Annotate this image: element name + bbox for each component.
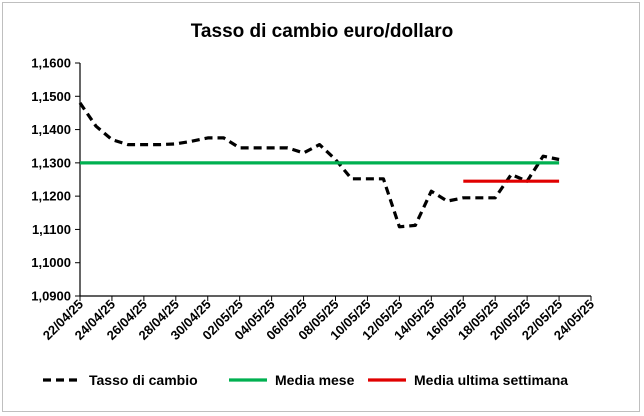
legend-label-1: Media mese xyxy=(275,372,355,388)
y-tick-label: 1,1300 xyxy=(31,155,71,170)
chart-title: Tasso di cambio euro/dollaro xyxy=(191,21,454,42)
legend-label-2: Media ultima settimana xyxy=(414,372,568,388)
series-lines xyxy=(78,101,560,229)
y-tick-label: 1,1000 xyxy=(31,255,71,270)
chart-frame: Tasso di cambio euro/dollaro 1,1600 1,150… xyxy=(2,2,640,412)
y-tick-label: 1,1400 xyxy=(31,122,71,137)
series-line-0 xyxy=(78,101,560,229)
y-tick-label: 1,1200 xyxy=(31,189,71,204)
y-tick-label: 1,1600 xyxy=(31,56,71,71)
axes: 1,1600 1,1500 1,1400 1,1300 1,1200 1,1100 1,10… xyxy=(31,56,597,343)
legend-label-0: Tasso di cambio xyxy=(89,372,198,388)
legend: Tasso di cambio Media mese Media ultima se… xyxy=(43,372,568,388)
y-tick-label: 1,1100 xyxy=(32,222,71,237)
line-chart: Tasso di cambio euro/dollaro 1,1600 1,150… xyxy=(31,21,597,388)
y-tick-label: 1,1500 xyxy=(31,89,71,104)
y-tick-label: 1,0900 xyxy=(31,289,71,304)
